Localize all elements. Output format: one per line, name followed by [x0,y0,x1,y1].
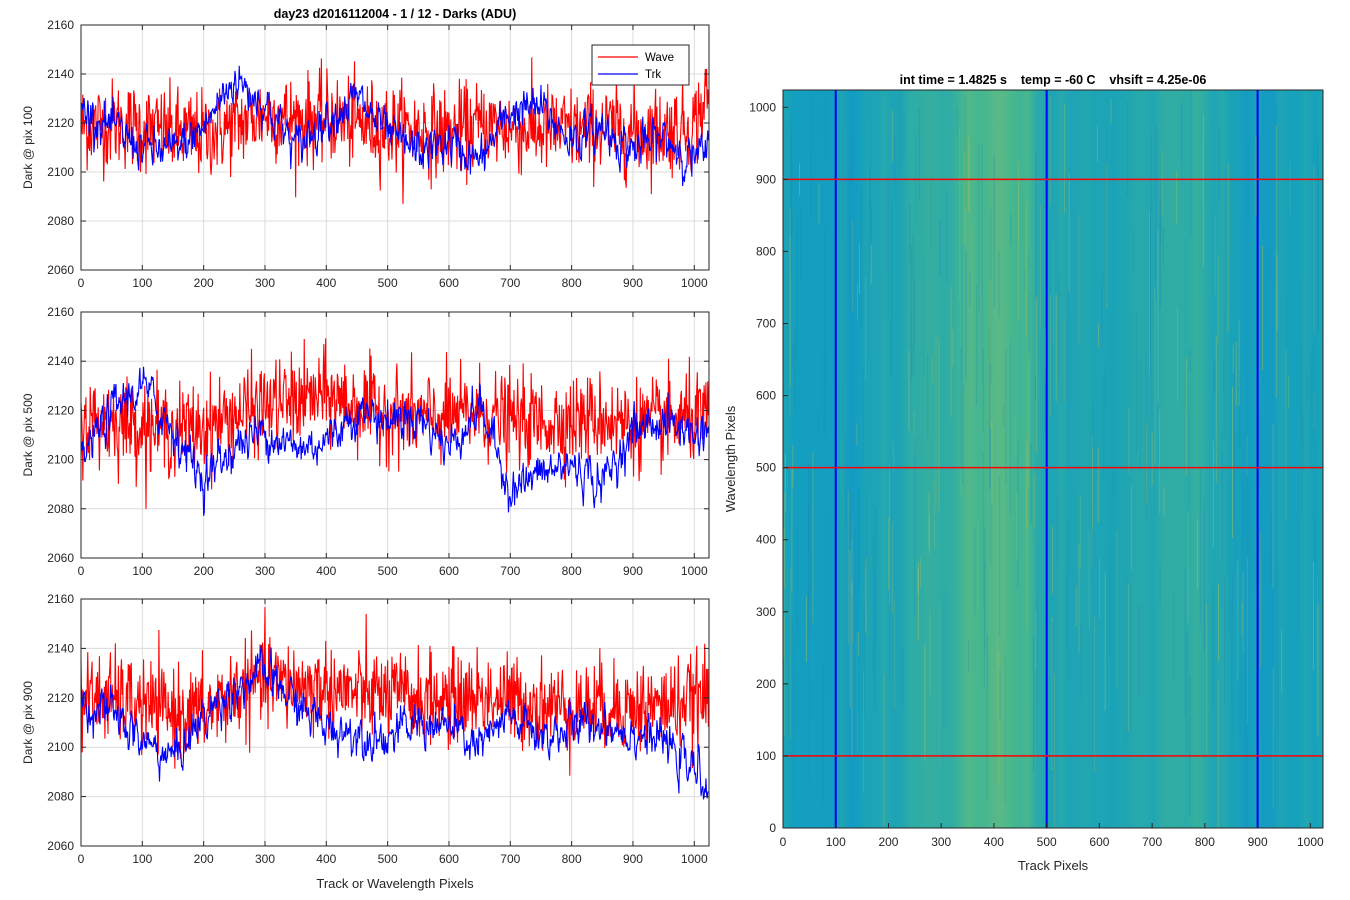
x-tick-label: 900 [623,276,643,290]
x-tick-label: 600 [439,852,459,866]
x-tick-label: 300 [255,564,275,578]
y-axis-label: Wavelength Pixels [723,405,738,512]
x-tick-label: 200 [194,276,214,290]
y-tick-label: 2060 [47,839,74,853]
heatmap-title: int time = 1.4825 s temp = -60 C vhsift … [900,73,1207,87]
series-line-trk [80,65,709,187]
y-tick-label: 2060 [47,551,74,565]
x-tick-label: 800 [562,852,582,866]
series-line-wave [80,607,709,776]
y-tick-label: 200 [756,677,776,691]
y-tick-label: 400 [756,533,776,547]
heatmap-frame [782,89,1324,829]
heatmap-image [783,90,1323,828]
axes-frame [80,598,710,847]
x-tick-label: 400 [984,835,1004,849]
x-tick-label: 500 [378,564,398,578]
axes-frame [80,311,710,559]
x-tick-label: 300 [255,276,275,290]
x-tick-label: 800 [1195,835,1215,849]
x-tick-label: 0 [78,852,85,866]
x-tick-label: 800 [562,564,582,578]
x-tick-label: 500 [378,852,398,866]
y-tick-label: 2100 [47,453,74,467]
y-tick-label: 2120 [47,403,74,417]
y-tick-label: 800 [756,244,776,258]
x-tick-label: 700 [500,564,520,578]
y-tick-label: 2100 [47,740,74,754]
x-tick-label: 100 [132,276,152,290]
line-plot-pix-900: 0 100 200 300 400 500 600 700 800 900 1000 2060 2080… [21,592,710,891]
heatmap-plot: 0 100 200 300 400 500 600 700 800 900 1000 0 100 200 3… [723,73,1324,873]
x-tick-label: 700 [500,852,520,866]
x-tick-label: 900 [1248,835,1268,849]
series-line-trk [80,366,709,516]
y-tick-label: 2080 [47,790,74,804]
y-tick-label: 1000 [749,100,776,114]
x-tick-label: 400 [316,852,336,866]
line-plot-pix-100: 0 100 200 300 400 500 600 700 800 900 1000 2060 2080… [21,18,710,290]
y-tick-label: 700 [756,317,776,331]
x-tick-label: 700 [1142,835,1162,849]
x-tick-label: 800 [562,276,582,290]
y-axis-label: Dark @ pix 900 [21,681,35,764]
x-tick-label: 0 [78,564,85,578]
x-tick-label: 200 [194,564,214,578]
x-tick-label: 1000 [681,852,708,866]
y-tick-label: 2120 [47,116,74,130]
y-tick-label: 2160 [47,305,74,319]
x-tick-label: 900 [623,564,643,578]
y-tick-label: 2140 [47,641,74,655]
x-tick-label: 700 [500,276,520,290]
y-tick-label: 2140 [47,354,74,368]
x-axis-label: Track or Wavelength Pixels [316,876,474,891]
x-tick-label: 200 [194,852,214,866]
legend-label-trk: Trk [645,69,661,81]
axes-frame [80,24,710,271]
x-tick-label: 600 [439,564,459,578]
x-tick-label: 1000 [1297,835,1324,849]
x-tick-label: 100 [132,852,152,866]
y-tick-label: 2140 [47,67,74,81]
y-tick-label: 2080 [47,502,74,516]
y-tick-label: 500 [756,461,776,475]
x-tick-label: 900 [623,852,643,866]
x-tick-label: 300 [931,835,951,849]
x-tick-label: 100 [826,835,846,849]
legend-box [591,44,690,86]
y-tick-label: 100 [756,749,776,763]
y-tick-label: 0 [769,821,776,835]
x-tick-label: 500 [378,276,398,290]
y-tick-label: 2080 [47,214,74,228]
x-tick-label: 500 [1037,835,1057,849]
y-tick-label: 2160 [47,592,74,606]
series-line-trk [80,644,709,800]
line-plot-pix-500: 0 100 200 300 400 500 600 700 800 900 1000 2060 2080… [21,305,710,578]
y-tick-label: 600 [756,389,776,403]
x-tick-label: 400 [316,564,336,578]
y-tick-label: 2100 [47,165,74,179]
x-tick-label: 600 [439,276,459,290]
figure-title: day23 d2016112004 - 1 / 12 - Darks (ADU) [274,7,517,21]
x-tick-label: 1000 [681,564,708,578]
y-axis-label: Dark @ pix 500 [21,393,35,476]
x-tick-label: 600 [1089,835,1109,849]
y-tick-label: 900 [756,172,776,186]
x-tick-label: 300 [255,852,275,866]
y-tick-label: 2160 [47,18,74,32]
x-tick-label: 0 [78,276,85,290]
x-tick-label: 100 [132,564,152,578]
x-tick-label: 1000 [681,276,708,290]
y-tick-label: 2120 [47,691,74,705]
x-tick-label: 0 [780,835,787,849]
y-tick-label: 300 [756,605,776,619]
x-tick-label: 200 [878,835,898,849]
y-axis-label: Dark @ pix 100 [21,106,35,189]
x-axis-label: Track Pixels [1018,858,1089,873]
x-tick-label: 400 [316,276,336,290]
legend-label-wave: Wave [645,52,674,64]
y-tick-label: 2060 [47,263,74,277]
